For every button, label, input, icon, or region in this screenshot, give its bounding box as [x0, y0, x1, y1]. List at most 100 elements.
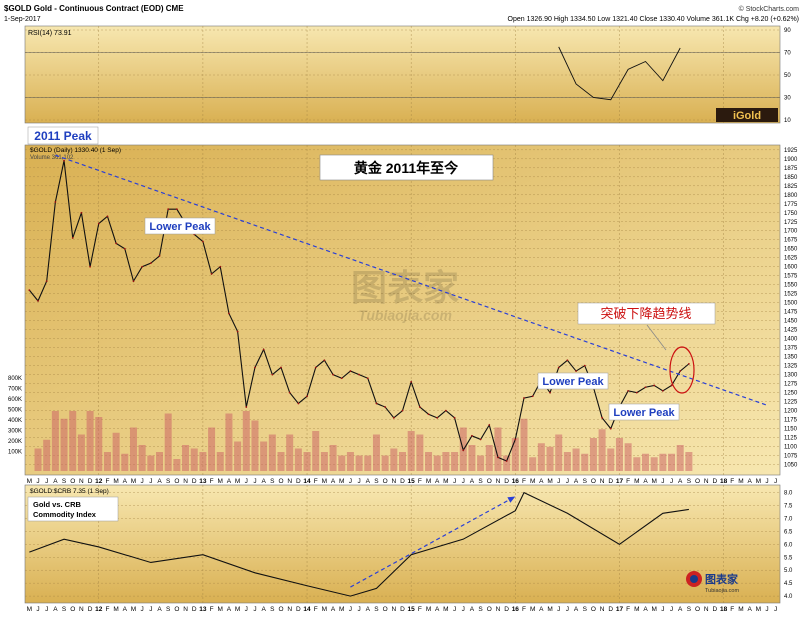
- x-tick-label-mid: 15: [408, 478, 416, 485]
- x-tick-label-mid: M: [634, 478, 639, 485]
- x-tick-label-mid: A: [53, 478, 58, 485]
- x-tick-label: A: [747, 606, 752, 613]
- x-tick-label: S: [270, 606, 275, 613]
- x-tick-label-mid: A: [331, 478, 336, 485]
- volume-bar: [511, 438, 519, 471]
- price-point: [115, 242, 118, 245]
- price-point: [427, 413, 430, 416]
- x-tick-label: M: [339, 606, 344, 613]
- x-tick-label: M: [547, 606, 552, 613]
- x-tick-label: N: [183, 606, 188, 613]
- chart-date: 1-Sep-2017: [4, 16, 41, 23]
- x-tick-label-mid: D: [296, 478, 301, 485]
- price-point: [401, 409, 404, 412]
- volume-bar: [51, 411, 59, 471]
- x-tick-label-mid: J: [357, 478, 360, 485]
- x-tick-label-mid: N: [183, 478, 188, 485]
- x-tick-label: J: [670, 606, 673, 613]
- breakout-circle: [669, 346, 695, 394]
- rsi-legend: RSI(14) 73.91: [28, 30, 72, 37]
- x-tick-label-mid: S: [270, 478, 275, 485]
- x-tick-label: M: [738, 606, 743, 613]
- volume-bar: [294, 448, 302, 471]
- ratio-arrow-line: [350, 495, 516, 588]
- price-tick-label: 1250: [784, 391, 798, 397]
- price-point: [28, 289, 31, 292]
- volume-bar: [225, 413, 233, 471]
- x-tick-label: 16: [512, 606, 520, 613]
- x-tick-label: N: [287, 606, 292, 613]
- x-tick-label: J: [774, 606, 777, 613]
- x-tick-label: D: [504, 606, 509, 613]
- x-tick-label: M: [27, 606, 32, 613]
- ratio-panel: [24, 484, 781, 604]
- x-tick-label-mid: J: [149, 478, 152, 485]
- price-point: [375, 402, 378, 405]
- price-tick-label: 1200: [784, 409, 798, 415]
- x-tick-label: N: [496, 606, 501, 613]
- ratio-y-axis: 8.0 7.5 7.0 6.5 6.0 5.5 5.0 4.5 4.0: [784, 491, 793, 601]
- price-tick-label: 1500: [784, 301, 798, 307]
- price-point: [366, 377, 369, 380]
- x-tick-label-mid: M: [27, 478, 32, 485]
- x-tick-label: A: [678, 606, 683, 613]
- price-legend: $GOLD (Daily) 1330.40 (1 Sep): [30, 147, 121, 154]
- x-tick-label: D: [192, 606, 197, 613]
- x-tick-label: F: [730, 606, 734, 613]
- arrowhead-icon: [507, 496, 516, 503]
- x-tick-label-mid: 18: [720, 478, 728, 485]
- price-point: [661, 389, 664, 392]
- volume-bar: [520, 418, 528, 471]
- x-tick-label: A: [366, 606, 371, 613]
- volume-bars: [34, 411, 693, 471]
- volume-bar: [216, 452, 224, 471]
- logo-text: 图表家: [705, 572, 739, 586]
- ratio-tick-label: 6.0: [784, 542, 793, 548]
- x-tick-label-mid: A: [747, 478, 752, 485]
- x-tick-label-mid: 13: [199, 478, 207, 485]
- rsi-tick-label: 10: [784, 118, 791, 124]
- volume-bar: [659, 453, 667, 471]
- volume-bar: [69, 411, 77, 471]
- rsi-tick-label: 90: [784, 28, 791, 34]
- x-tick-label: O: [487, 606, 492, 613]
- ratio-line: [29, 491, 689, 597]
- volume-bar: [121, 453, 129, 471]
- x-tick-label: D: [713, 606, 718, 613]
- volume-bar: [60, 418, 68, 471]
- volume-bar: [312, 431, 320, 471]
- x-tick-label: O: [383, 606, 388, 613]
- volume-bar: [43, 439, 51, 471]
- x-tick-label-mid: F: [730, 478, 734, 485]
- price-point: [488, 424, 491, 426]
- volume-bar: [425, 452, 433, 471]
- price-tick-label: 1850: [784, 175, 798, 181]
- price-tick-label: 1425: [784, 328, 798, 334]
- price-tick-label: 1350: [784, 355, 798, 361]
- x-tick-label-mid: A: [643, 478, 648, 485]
- volume-bar: [77, 434, 85, 471]
- x-tick-label: M: [426, 606, 431, 613]
- x-tick-label-mid: S: [687, 478, 692, 485]
- x-tick-label-mid: D: [88, 478, 93, 485]
- x-tick-label-mid: 16: [512, 478, 520, 485]
- volume-bar: [364, 455, 372, 471]
- volume-bar: [277, 452, 285, 471]
- price-point: [45, 280, 48, 283]
- volume-bar: [338, 455, 346, 471]
- volume-bar: [416, 434, 424, 471]
- price-tick-label: 1800: [784, 193, 798, 199]
- volume-tick-label: 700K: [8, 387, 22, 393]
- x-axis: MMJJJJAASSOONNDD1212FFMMAAMMJJJJAASSOONN…: [27, 478, 778, 613]
- x-tick-label-mid: M: [426, 478, 431, 485]
- price-point: [514, 438, 517, 441]
- x-tick-label: A: [539, 606, 544, 613]
- x-tick-label: J: [45, 606, 48, 613]
- price-tick-label: 1875: [784, 166, 798, 172]
- x-tick-label: J: [765, 606, 768, 613]
- x-tick-label-mid: O: [70, 478, 75, 485]
- volume-bar: [320, 452, 328, 471]
- x-tick-label: A: [227, 606, 232, 613]
- price-point: [254, 366, 256, 369]
- volume-y-axis: 800K 700K 600K 500K 400K 300K 200K 100K: [8, 376, 22, 456]
